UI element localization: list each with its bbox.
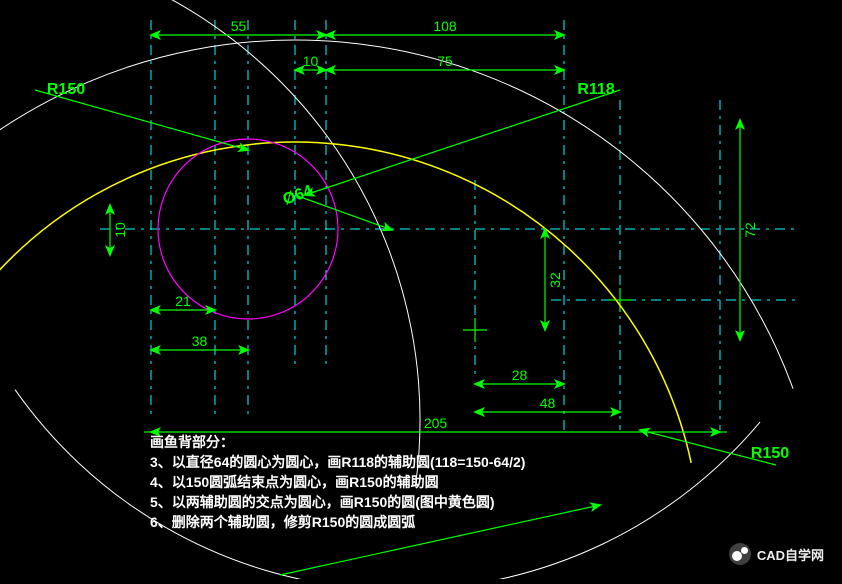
watermark: CAD自学网 <box>729 543 824 565</box>
watermark-text: CAD自学网 <box>757 545 824 564</box>
cad-drawing-stage: 55108107521382848205103272R150R118Ø64R15… <box>0 0 842 579</box>
drawing-svg <box>0 0 842 579</box>
wechat-icon <box>729 543 751 565</box>
